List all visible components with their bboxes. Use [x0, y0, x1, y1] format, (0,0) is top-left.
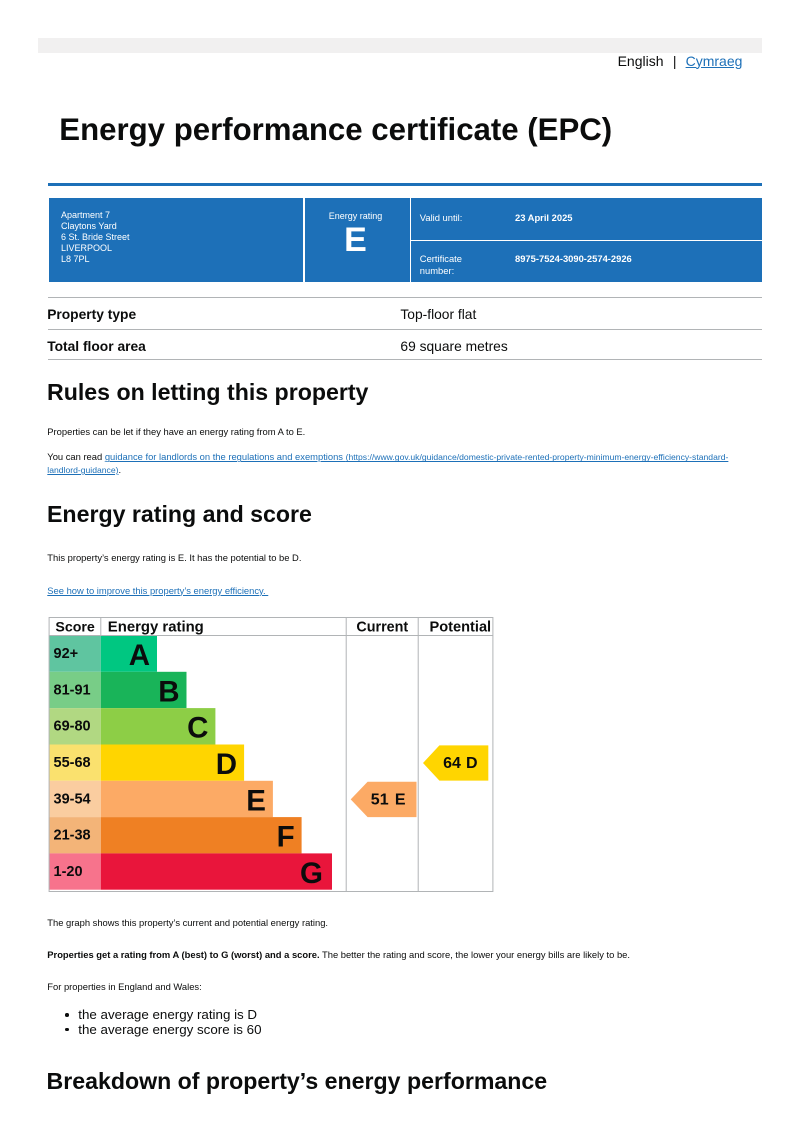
svg-text:81-91: 81-91 [54, 682, 91, 698]
svg-text:Score: Score [55, 620, 95, 636]
svg-text:Energy rating: Energy rating [108, 620, 204, 636]
svg-text:D: D [466, 755, 478, 772]
svg-text:D: D [216, 748, 237, 781]
svg-text:C: C [187, 712, 208, 745]
svg-text:E: E [395, 792, 406, 809]
svg-text:92+: 92+ [54, 646, 79, 662]
svg-text:E: E [246, 784, 266, 817]
svg-text:F: F [277, 821, 295, 854]
svg-text:Current: Current [356, 620, 408, 636]
svg-text:21-38: 21-38 [54, 828, 91, 844]
svg-text:G: G [300, 857, 323, 890]
svg-text:69-80: 69-80 [54, 719, 91, 735]
svg-text:Potential: Potential [429, 620, 491, 636]
svg-text:39-54: 39-54 [54, 791, 91, 807]
svg-text:55-68: 55-68 [54, 755, 91, 771]
svg-text:64: 64 [443, 755, 461, 772]
svg-text:1-20: 1-20 [54, 864, 83, 880]
svg-text:A: A [129, 639, 150, 672]
svg-text:B: B [158, 675, 179, 708]
svg-text:51: 51 [371, 792, 389, 809]
